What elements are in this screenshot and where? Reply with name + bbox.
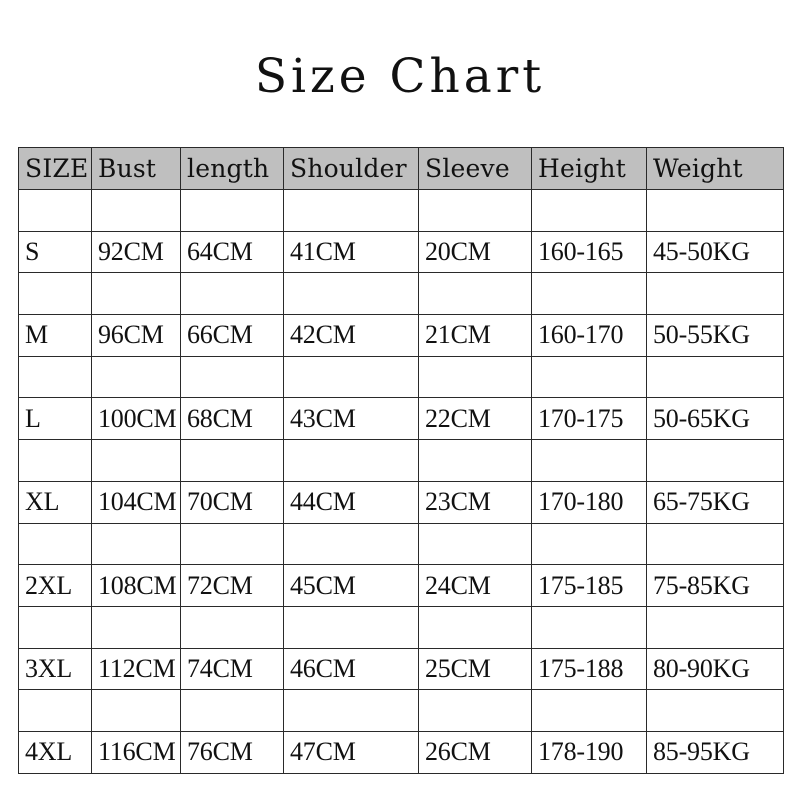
cell-size: XL — [18, 480, 92, 524]
table-header: SIZE Bust length Shoulder Sleeve Height … — [18, 147, 784, 190]
cell-length: 66CM — [180, 314, 284, 357]
table-spacer-row — [18, 522, 784, 566]
table-spacer-row — [18, 355, 784, 399]
cell-length: 64CM — [180, 230, 284, 274]
cell-shoulder: 45CM — [283, 564, 419, 607]
table-row: XL 104CM 70CM 44CM 23CM 170-180 65-75KG — [18, 480, 784, 524]
table-spacer-row — [18, 689, 784, 732]
cell-bust: 96CM — [91, 314, 181, 357]
column-header-sleeve: Sleeve — [418, 147, 532, 190]
cell-bust: 108CM — [91, 564, 181, 607]
cell-weight: 65-75KG — [646, 480, 784, 524]
table-row: 4XL 116CM 76CM 47CM 26CM 178-190 85-95KG — [18, 730, 784, 774]
cell-shoulder: 47CM — [283, 730, 419, 774]
cell-size: 3XL — [18, 647, 92, 691]
size-chart-table: SIZE Bust length Shoulder Sleeve Height … — [18, 147, 784, 774]
cell-length: 70CM — [180, 480, 284, 524]
cell-height: 170-175 — [531, 397, 647, 441]
cell-height: 175-188 — [531, 647, 647, 691]
cell-length: 76CM — [180, 730, 284, 774]
cell-length: 74CM — [180, 647, 284, 691]
cell-bust: 116CM — [91, 730, 181, 774]
table-row: L 100CM 68CM 43CM 22CM 170-175 50-65KG — [18, 397, 784, 441]
table-row: 2XL 108CM 72CM 45CM 24CM 175-185 75-85KG — [18, 564, 784, 607]
cell-size: L — [18, 397, 92, 441]
column-header-size: SIZE — [18, 147, 92, 190]
cell-size: S — [18, 230, 92, 274]
page-title: Size Chart — [254, 49, 546, 104]
cell-size: M — [18, 314, 92, 357]
cell-height: 170-180 — [531, 480, 647, 524]
cell-bust: 100CM — [91, 397, 181, 441]
cell-shoulder: 46CM — [283, 647, 419, 691]
column-header-weight: Weight — [646, 147, 784, 190]
cell-bust: 104CM — [91, 480, 181, 524]
cell-length: 68CM — [180, 397, 284, 441]
cell-height: 175-185 — [531, 564, 647, 607]
cell-sleeve: 22CM — [418, 397, 532, 441]
column-header-shoulder: Shoulder — [283, 147, 419, 190]
table-row: S 92CM 64CM 41CM 20CM 160-165 45-50KG — [18, 230, 784, 274]
cell-height: 178-190 — [531, 730, 647, 774]
column-header-length: length — [180, 147, 284, 190]
cell-size: 4XL — [18, 730, 92, 774]
table-spacer-row — [18, 272, 784, 316]
cell-weight: 50-65KG — [646, 397, 784, 441]
cell-weight: 85-95KG — [646, 730, 784, 774]
cell-sleeve: 26CM — [418, 730, 532, 774]
table-body: S 92CM 64CM 41CM 20CM 160-165 45-50KG M … — [18, 189, 784, 774]
cell-sleeve: 23CM — [418, 480, 532, 524]
table-spacer-row — [18, 439, 784, 482]
table-spacer-row — [18, 605, 784, 649]
table-row: 3XL 112CM 74CM 46CM 25CM 175-188 80-90KG — [18, 647, 784, 691]
cell-height: 160-170 — [531, 314, 647, 357]
cell-sleeve: 21CM — [418, 314, 532, 357]
cell-shoulder: 43CM — [283, 397, 419, 441]
cell-shoulder: 42CM — [283, 314, 419, 357]
cell-shoulder: 44CM — [283, 480, 419, 524]
cell-weight: 50-55KG — [646, 314, 784, 357]
cell-shoulder: 41CM — [283, 230, 419, 274]
cell-weight: 45-50KG — [646, 230, 784, 274]
cell-weight: 75-85KG — [646, 564, 784, 607]
table-row: M 96CM 66CM 42CM 21CM 160-170 50-55KG — [18, 314, 784, 357]
cell-sleeve: 24CM — [418, 564, 532, 607]
size-chart-table-container: SIZE Bust length Shoulder Sleeve Height … — [18, 147, 784, 774]
cell-size: 2XL — [18, 564, 92, 607]
table-spacer-row — [18, 189, 784, 232]
cell-height: 160-165 — [531, 230, 647, 274]
cell-bust: 92CM — [91, 230, 181, 274]
cell-bust: 112CM — [91, 647, 181, 691]
cell-sleeve: 20CM — [418, 230, 532, 274]
cell-weight: 80-90KG — [646, 647, 784, 691]
cell-length: 72CM — [180, 564, 284, 607]
column-header-bust: Bust — [91, 147, 181, 190]
cell-sleeve: 25CM — [418, 647, 532, 691]
table-header-row: SIZE Bust length Shoulder Sleeve Height … — [18, 147, 784, 190]
column-header-height: Height — [531, 147, 647, 190]
